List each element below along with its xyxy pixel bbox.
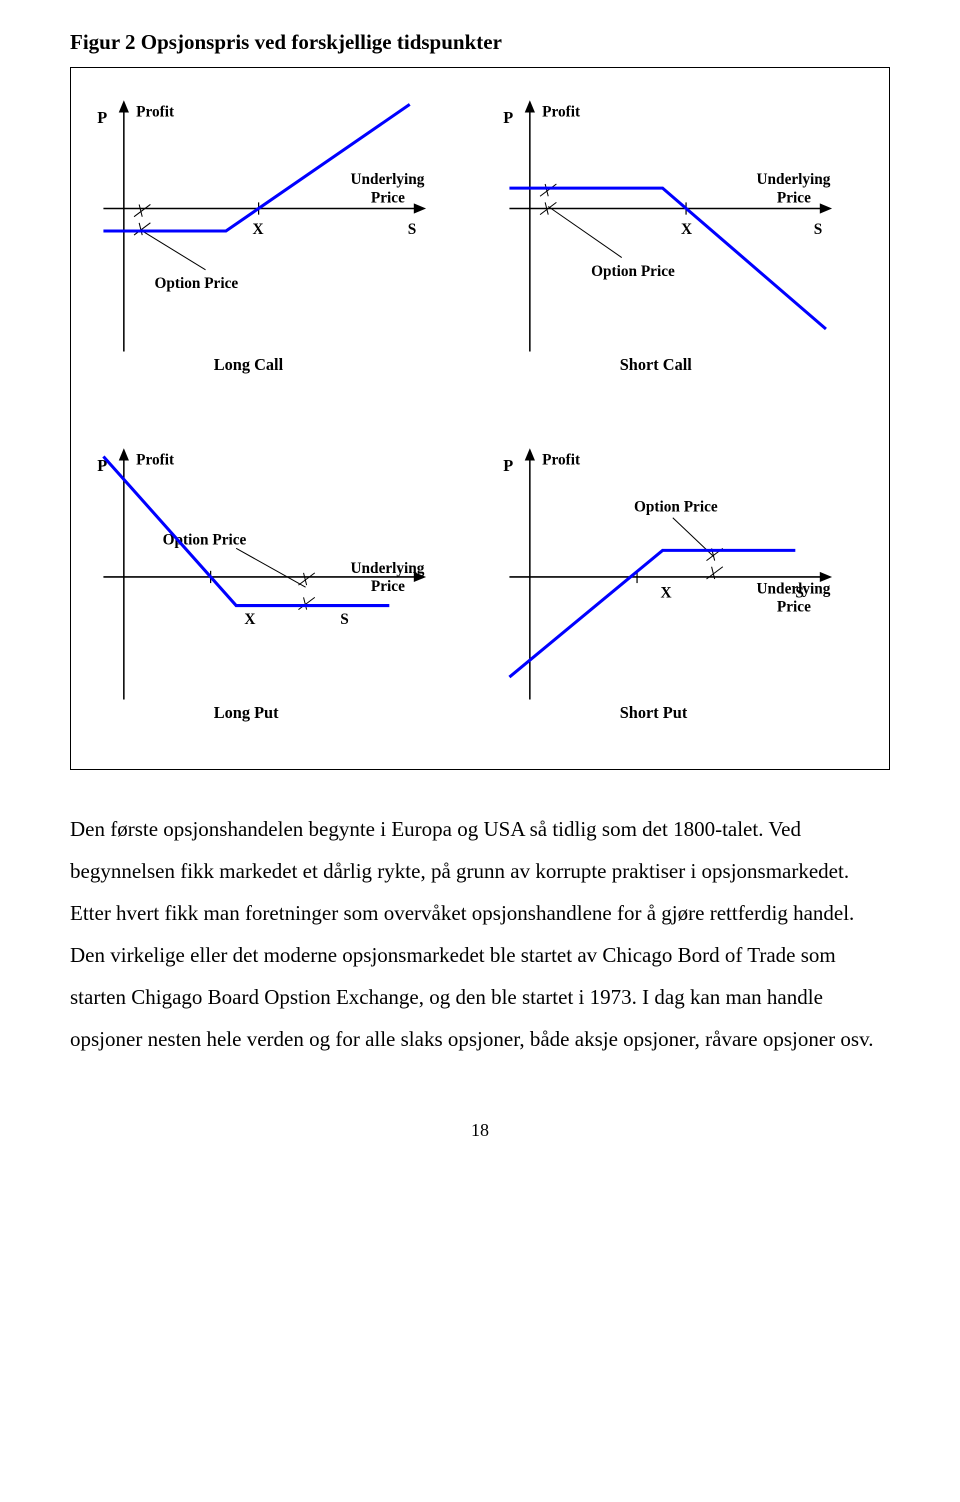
x-tick-label: X [661,585,672,602]
s-label: S [340,611,349,628]
axis-label-price: Price [777,599,811,616]
axis-label-p: P [503,456,513,475]
option-price-label: Option Price [163,532,247,549]
chart-short-call: P Profit Underlying Price X S Opt [489,86,877,392]
axis-label-underlying: Underlying [757,171,831,188]
chart-name: Long Call [214,355,284,374]
axis-label-profit: Profit [136,452,175,469]
body-text: Den første opsjonshandelen begynte i Eur… [70,808,890,1060]
axis-label-profit: Profit [542,104,581,121]
option-price-label: Option Price [591,263,675,280]
figure-title: Figur 2 Opsjonspris ved forskjellige tid… [70,30,890,55]
axis-label-profit: Profit [542,452,581,469]
chart-name: Long Put [214,703,279,722]
page-container: Figur 2 Opsjonspris ved forskjellige tid… [0,0,960,1181]
axis-label-price: Price [777,189,811,206]
chart-name: Short Call [620,355,693,374]
s-label: S [795,585,804,602]
page-number: 18 [70,1120,890,1141]
charts-row-1: P Profit Underlying Price X S [83,86,877,392]
axis-label-price: Price [371,579,405,596]
chart-short-put: P Profit Underlying Price X S Opt [489,434,877,740]
chart-name: Short Put [620,703,688,722]
x-tick-label: X [252,221,263,238]
x-tick-label: X [244,611,255,628]
x-tick-label: X [681,221,692,238]
body-paragraph: Den første opsjonshandelen begynte i Eur… [70,808,890,1060]
axis-label-p: P [97,108,107,127]
axis-label-profit: Profit [136,104,175,121]
option-price-label: Option Price [154,275,238,292]
charts-row-2: P Profit Underlying Price X S Opt [83,434,877,740]
axis-label-price: Price [371,189,405,206]
s-label: S [408,221,417,238]
chart-long-call: P Profit Underlying Price X S [83,86,471,392]
axis-label-p: P [503,108,513,127]
figure-box: P Profit Underlying Price X S [70,67,890,770]
axis-label-underlying: Underlying [351,560,425,577]
axis-label-underlying: Underlying [757,581,831,598]
axis-label-underlying: Underlying [351,171,425,188]
chart-long-put: P Profit Underlying Price X S Opt [83,434,471,740]
s-label: S [814,221,823,238]
option-price-label: Option Price [634,499,718,516]
